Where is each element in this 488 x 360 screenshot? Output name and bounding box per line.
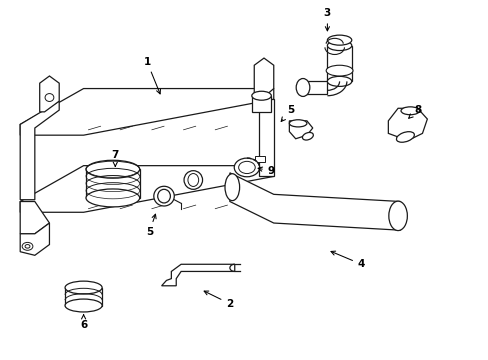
Polygon shape — [251, 96, 271, 112]
Text: 6: 6 — [80, 315, 87, 330]
Polygon shape — [229, 173, 400, 230]
Polygon shape — [254, 156, 265, 162]
Text: 9: 9 — [258, 166, 274, 176]
Text: 5: 5 — [145, 214, 156, 237]
Text: 8: 8 — [408, 105, 420, 118]
Ellipse shape — [22, 242, 33, 250]
Ellipse shape — [25, 244, 30, 248]
Ellipse shape — [400, 107, 419, 115]
Ellipse shape — [183, 171, 202, 189]
Polygon shape — [20, 202, 49, 234]
Ellipse shape — [296, 78, 309, 96]
Polygon shape — [387, 108, 427, 140]
Ellipse shape — [327, 35, 351, 45]
Polygon shape — [254, 58, 273, 101]
Ellipse shape — [187, 174, 198, 186]
Polygon shape — [86, 169, 140, 198]
Ellipse shape — [327, 76, 351, 86]
Text: 7: 7 — [111, 150, 119, 166]
Ellipse shape — [65, 299, 102, 312]
Text: 3: 3 — [323, 8, 330, 31]
Ellipse shape — [302, 132, 313, 140]
Ellipse shape — [251, 91, 271, 100]
Polygon shape — [289, 121, 312, 139]
Ellipse shape — [396, 132, 413, 142]
Polygon shape — [259, 99, 273, 176]
Polygon shape — [20, 223, 49, 255]
Polygon shape — [327, 45, 351, 81]
Ellipse shape — [158, 189, 170, 203]
Ellipse shape — [65, 281, 102, 294]
Polygon shape — [20, 101, 59, 200]
Polygon shape — [65, 288, 102, 306]
Ellipse shape — [238, 161, 255, 174]
Ellipse shape — [154, 186, 174, 206]
Text: 4: 4 — [330, 251, 365, 269]
Text: 2: 2 — [203, 291, 233, 309]
Ellipse shape — [86, 189, 140, 207]
Text: 5: 5 — [281, 105, 294, 121]
Ellipse shape — [86, 160, 140, 178]
Ellipse shape — [45, 94, 54, 102]
Ellipse shape — [388, 201, 407, 230]
Text: 1: 1 — [143, 57, 160, 94]
Ellipse shape — [289, 120, 306, 127]
Ellipse shape — [327, 41, 351, 50]
Ellipse shape — [224, 174, 239, 201]
Polygon shape — [20, 166, 273, 212]
Ellipse shape — [325, 65, 352, 76]
Polygon shape — [303, 81, 327, 94]
Polygon shape — [161, 264, 234, 286]
Polygon shape — [40, 76, 59, 112]
Polygon shape — [20, 89, 273, 135]
Ellipse shape — [234, 158, 259, 177]
